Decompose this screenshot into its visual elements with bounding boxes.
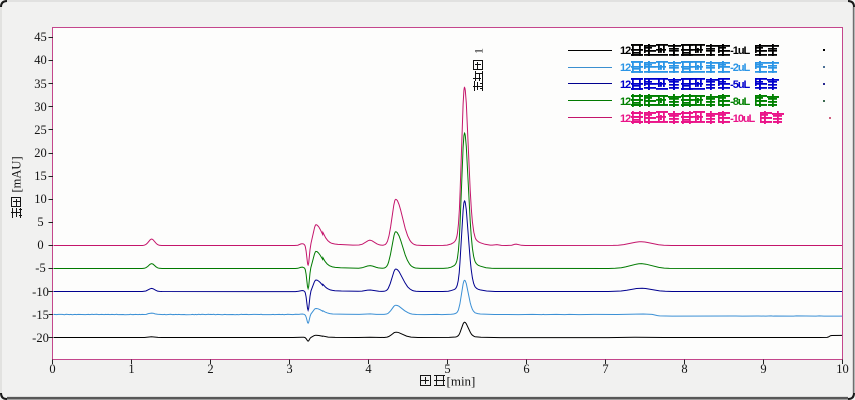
svg-text:[mAU]: [mAU] <box>10 156 24 192</box>
svg-text:[min]: [min] <box>447 374 476 389</box>
svg-text:1: 1 <box>472 48 486 54</box>
